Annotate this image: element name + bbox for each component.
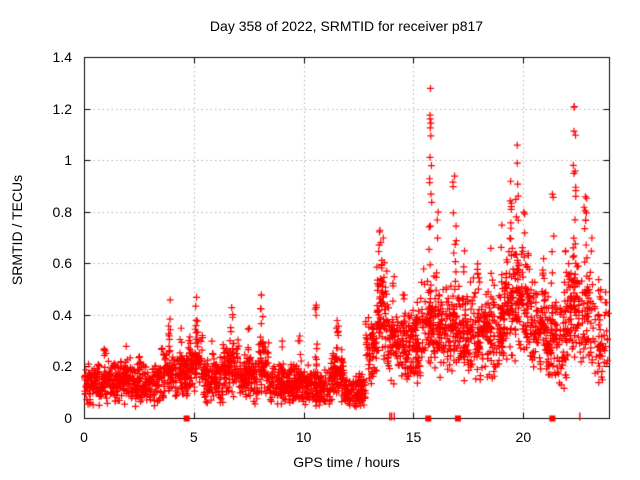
y-tick-label: 1.4 xyxy=(52,49,72,65)
y-tick-label: 1 xyxy=(64,152,72,169)
y-tick-label: 0.4 xyxy=(52,306,72,323)
x-tick-label: 10 xyxy=(295,429,312,445)
x-axis-label: GPS time / hours xyxy=(293,454,400,470)
y-tick-label: 0 xyxy=(64,410,72,426)
y-tick-label: 0.2 xyxy=(52,358,72,375)
y-tick-label: 0.8 xyxy=(52,203,72,220)
x-tick-label: 5 xyxy=(189,429,198,445)
x-tick-label: 15 xyxy=(405,429,422,445)
y-tick-label: 1.2 xyxy=(52,100,72,117)
y-tick-label: 0.6 xyxy=(52,255,72,272)
x-tick-label: 20 xyxy=(515,429,532,445)
x-tick-label: 0 xyxy=(80,429,88,445)
chart-title: Day 358 of 2022, SRMTID for receiver p81… xyxy=(209,18,484,34)
